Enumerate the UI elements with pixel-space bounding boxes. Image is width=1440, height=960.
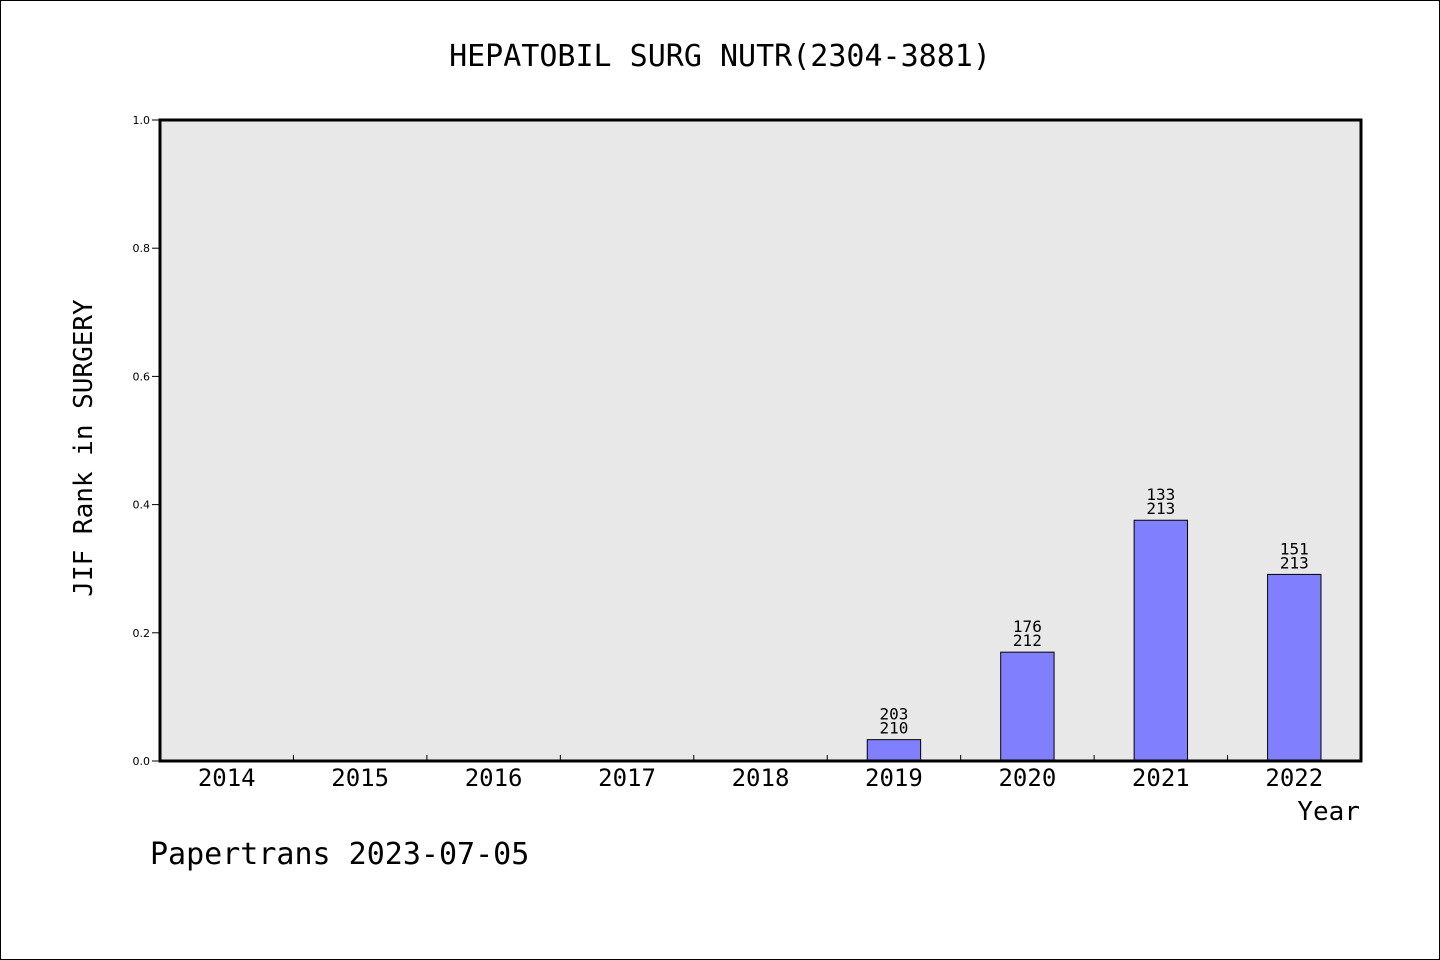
y-tick-label: 1.0	[133, 114, 151, 127]
bar-label-rank: 176	[1013, 617, 1042, 636]
bar-label-rank: 133	[1146, 485, 1175, 504]
y-tick-label: 0.4	[133, 499, 151, 512]
bar-label-rank: 203	[879, 705, 908, 724]
y-tick-label: 0.2	[133, 627, 151, 640]
y-tick-label: 0.8	[133, 242, 151, 255]
bar-2020	[1000, 651, 1055, 762]
bar-label-rank: 151	[1280, 539, 1309, 558]
bar-2019	[866, 739, 922, 762]
x-tick-label: 2014	[198, 764, 256, 792]
x-tick-label: 2020	[998, 764, 1056, 792]
y-tick-label: 0.6	[133, 370, 151, 383]
y-tick-label: 0.0	[133, 755, 151, 768]
x-tick-label: 2018	[732, 764, 790, 792]
bar-2022	[1267, 573, 1322, 762]
x-tick-label: 2021	[1132, 764, 1190, 792]
plot-border	[158, 118, 1363, 763]
x-tick-label: 2016	[465, 764, 523, 792]
bar-label-total: 212	[1013, 631, 1042, 650]
bar-label-total: 213	[1146, 499, 1175, 518]
bar-label-total: 210	[879, 719, 908, 738]
bar-2021	[1133, 519, 1189, 762]
y-axis-ticks: 0.0 0.2 0.4 0.6 0.8 1.0	[133, 114, 160, 768]
bar-label-total: 213	[1280, 553, 1309, 572]
x-tick-label: 2017	[598, 764, 656, 792]
y-axis-label: JIF Rank in SURGERY	[69, 299, 99, 597]
x-axis-ticks: 2014 2015 2016 2017 2018 2019 2020 2021 2022	[198, 755, 1323, 792]
x-tick-label: 2019	[865, 764, 923, 792]
footer-watermark: Papertrans 2023-07-05	[150, 837, 529, 872]
x-tick-label: 2015	[331, 764, 389, 792]
chart-title: HEPATOBIL SURG NUTR(2304-3881)	[449, 39, 991, 74]
x-axis-label: Year	[1297, 797, 1360, 827]
x-tick-label: 2022	[1265, 764, 1323, 792]
bars	[866, 519, 1322, 762]
